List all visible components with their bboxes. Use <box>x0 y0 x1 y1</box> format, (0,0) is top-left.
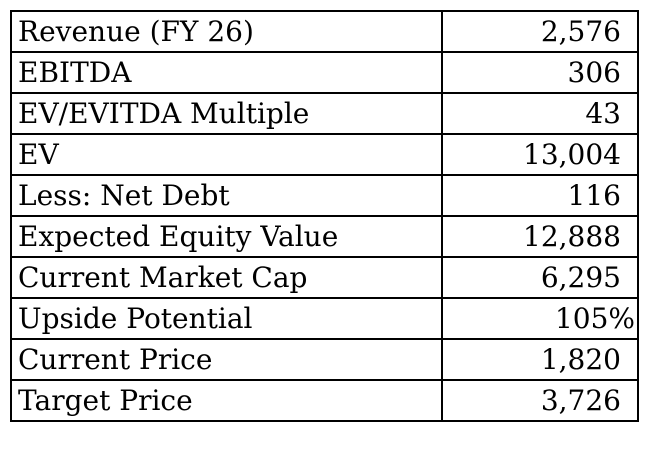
row-value-market-cap: 6,295 <box>441 256 639 299</box>
row-label-target-price: Target Price <box>10 379 443 422</box>
table-row: EBITDA 306 <box>10 51 639 94</box>
table-row: Less: Net Debt 116 <box>10 174 639 217</box>
table-row: Revenue (FY 26) 2,576 <box>10 10 639 53</box>
row-label-ebitda: EBITDA <box>10 51 443 94</box>
row-value-current-price: 1,820 <box>441 338 639 381</box>
row-label-revenue: Revenue (FY 26) <box>10 10 443 53</box>
table-row: Current Price 1,820 <box>10 338 639 381</box>
row-value-ebitda: 306 <box>441 51 639 94</box>
row-value-upside: 105% <box>441 297 639 340</box>
row-label-equity-value: Expected Equity Value <box>10 215 443 258</box>
row-value-ev: 13,004 <box>441 133 639 176</box>
table-row: Current Market Cap 6,295 <box>10 256 639 299</box>
row-value-net-debt: 116 <box>441 174 639 217</box>
row-label-upside: Upside Potential <box>10 297 443 340</box>
row-value-target-price: 3,726 <box>441 379 639 422</box>
table-row: Upside Potential 105% <box>10 297 639 340</box>
row-label-multiple: EV/EVITDA Multiple <box>10 92 443 135</box>
table-row: EV 13,004 <box>10 133 639 176</box>
row-label-current-price: Current Price <box>10 338 443 381</box>
row-value-multiple: 43 <box>441 92 639 135</box>
table-row: Target Price 3,726 <box>10 379 639 422</box>
row-label-market-cap: Current Market Cap <box>10 256 443 299</box>
table-row: EV/EVITDA Multiple 43 <box>10 92 639 135</box>
row-label-ev: EV <box>10 133 443 176</box>
valuation-table: Revenue (FY 26) 2,576 EBITDA 306 EV/EVIT… <box>10 10 639 422</box>
row-value-revenue: 2,576 <box>441 10 639 53</box>
row-value-equity-value: 12,888 <box>441 215 639 258</box>
row-label-net-debt: Less: Net Debt <box>10 174 443 217</box>
table-row: Expected Equity Value 12,888 <box>10 215 639 258</box>
